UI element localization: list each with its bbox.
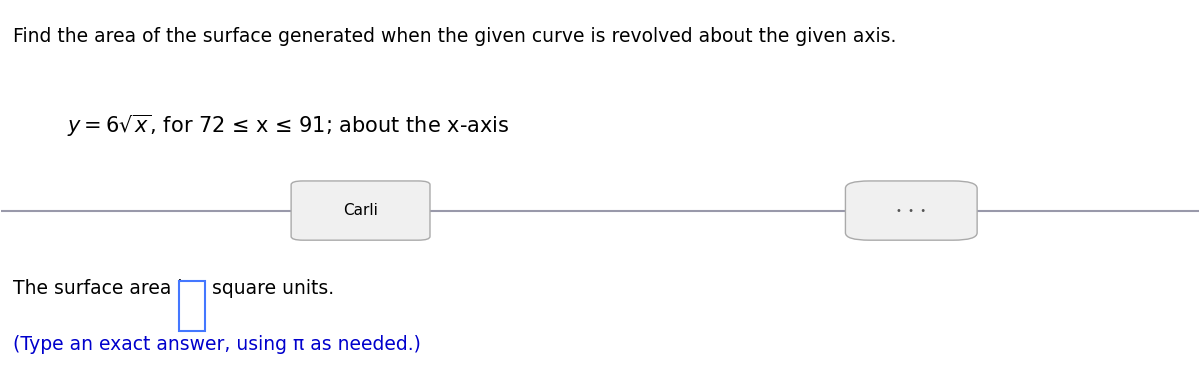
Text: •  •  •: • • • [896, 206, 926, 216]
Text: Carli: Carli [343, 203, 378, 218]
FancyBboxPatch shape [179, 281, 205, 331]
Text: The surface area is: The surface area is [13, 279, 199, 298]
Text: Find the area of the surface generated when the given curve is revolved about th: Find the area of the surface generated w… [13, 27, 896, 46]
FancyBboxPatch shape [846, 181, 977, 240]
Text: $y = 6\sqrt{x}$, for 72 ≤ x ≤ 91; about the x-axis: $y = 6\sqrt{x}$, for 72 ≤ x ≤ 91; about … [67, 112, 510, 139]
Text: (Type an exact answer, using π as needed.): (Type an exact answer, using π as needed… [13, 335, 421, 354]
FancyBboxPatch shape [292, 181, 430, 240]
Text: square units.: square units. [212, 279, 335, 298]
